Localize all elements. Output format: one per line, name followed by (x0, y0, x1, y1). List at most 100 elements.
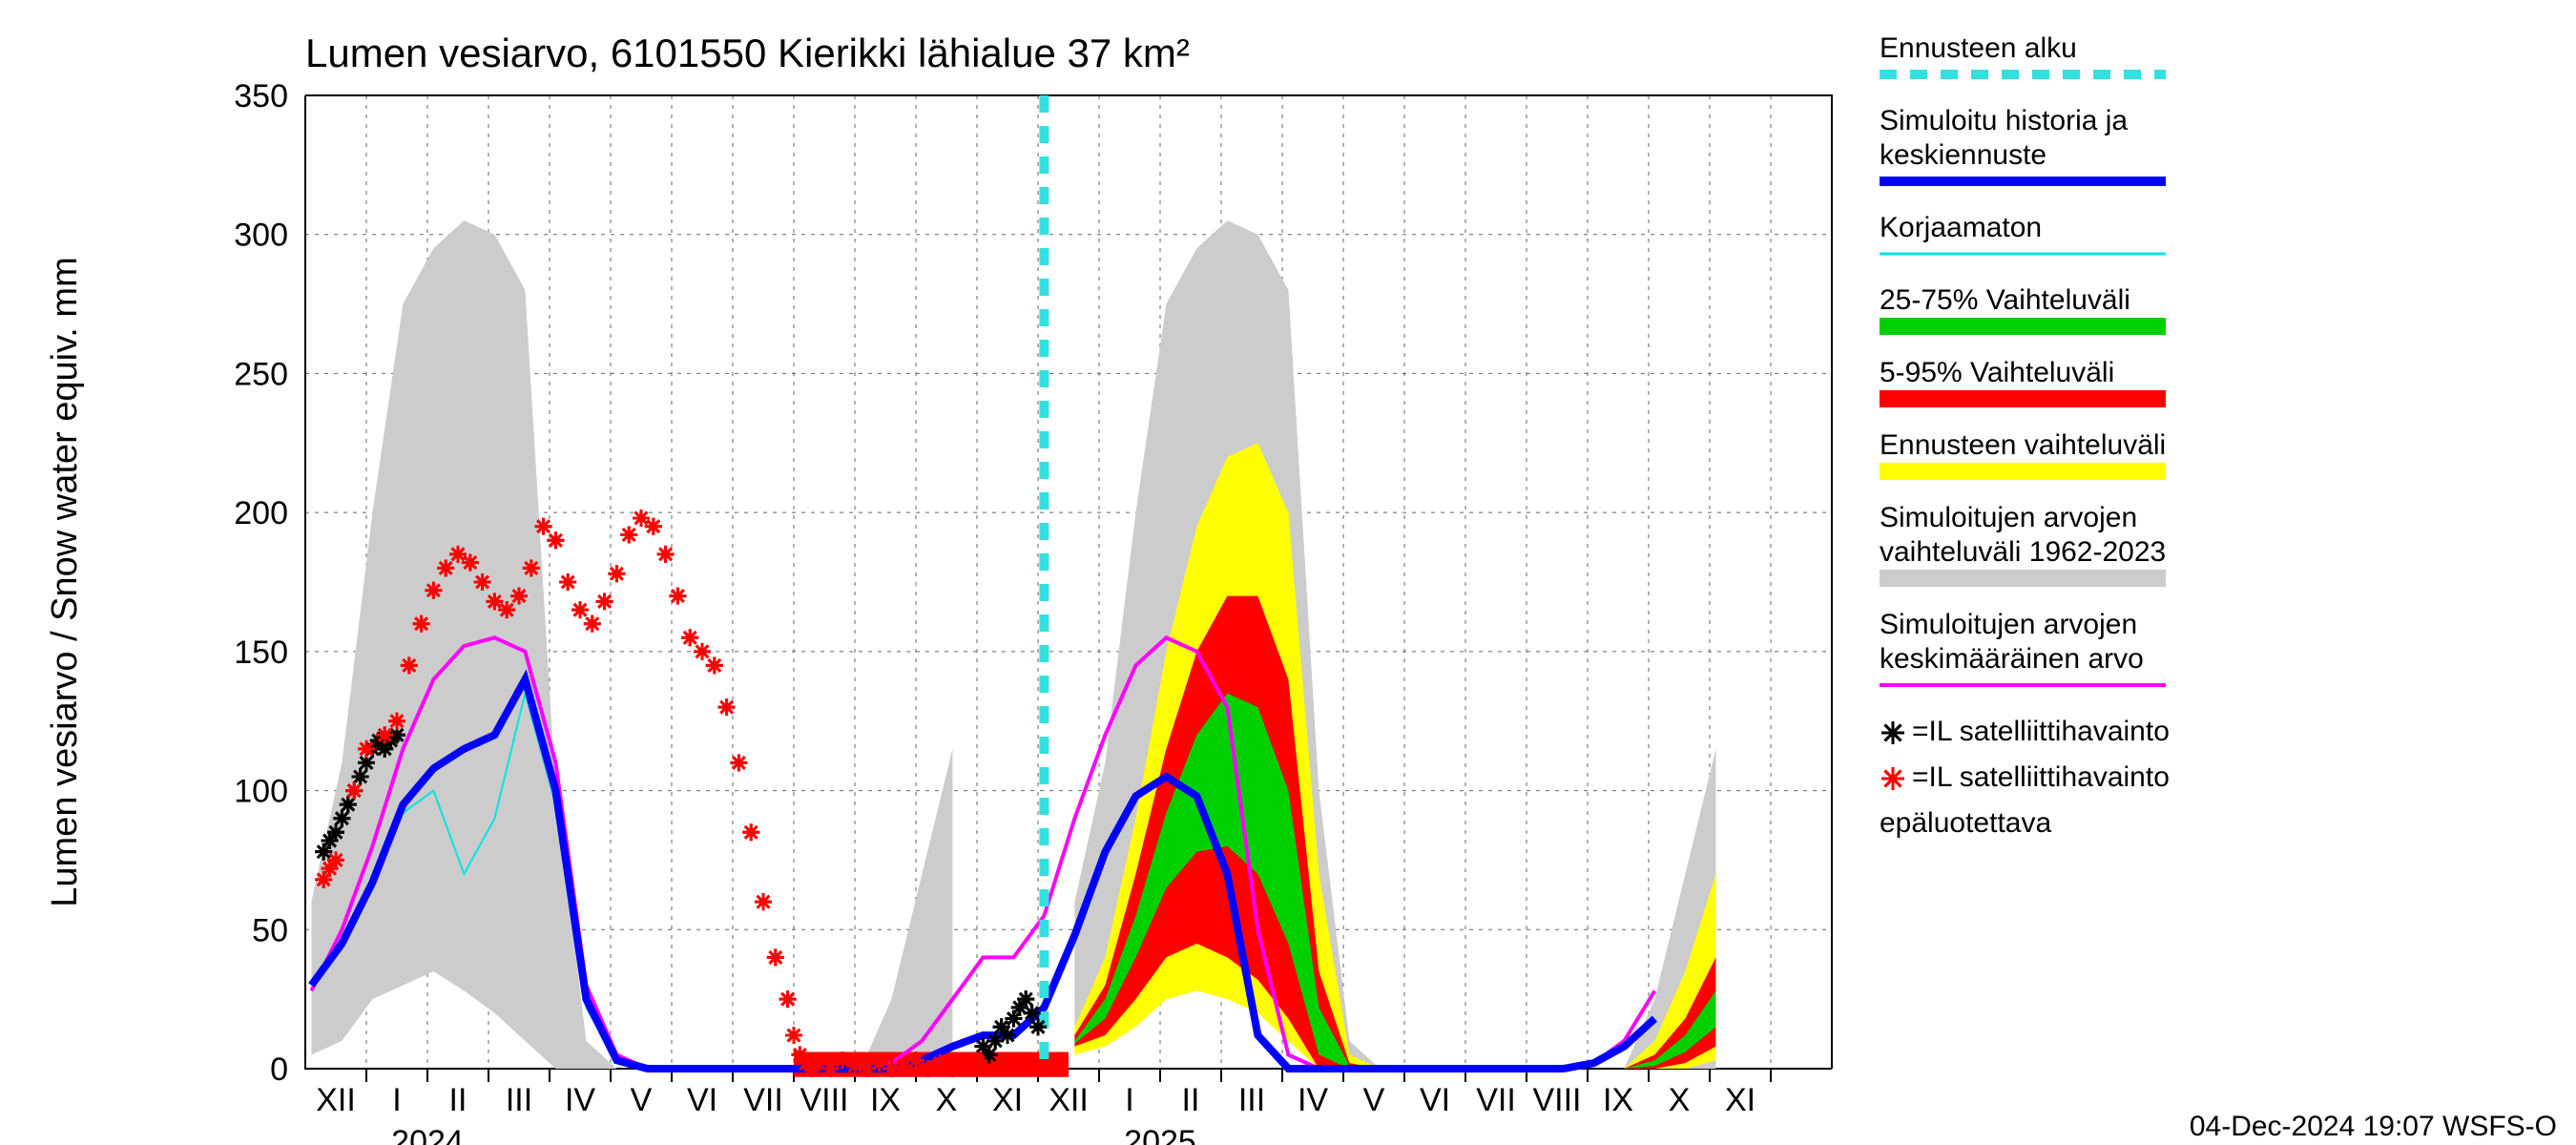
x-tick-label: I (392, 1082, 401, 1118)
legend-label: Simuloitu historia ja (1880, 105, 2128, 136)
satellite-obs-unreliable-marker (523, 559, 540, 576)
chart-title: Lumen vesiarvo, 6101550 Kierikki lähialu… (305, 31, 1190, 75)
x-tick-label: X (936, 1082, 958, 1118)
satellite-obs-unreliable-marker (907, 1051, 924, 1069)
x-tick-label: I (1125, 1082, 1133, 1118)
y-tick-label: 250 (234, 356, 288, 392)
satellite-obs-unreliable-marker (413, 615, 430, 633)
x-tick-label: XII (1049, 1082, 1089, 1118)
y-tick-label: 150 (234, 635, 288, 671)
satellite-obs-unreliable-marker (358, 740, 375, 758)
x-tick-label: II (1182, 1082, 1200, 1118)
legend-label: =IL satelliittihavainto (1912, 761, 2170, 793)
x-tick-label: XI (1725, 1082, 1755, 1118)
satellite-obs-unreliable-marker (449, 546, 467, 563)
satellite-obs-unreliable-marker (657, 546, 675, 563)
x-tick-label: X (1669, 1082, 1691, 1118)
satellite-obs-unreliable-marker (706, 656, 723, 674)
satellite-obs-unreliable-marker (968, 1051, 986, 1069)
x-tick-label: VI (1420, 1082, 1450, 1118)
y-tick-label: 100 (234, 774, 288, 810)
x-tick-label: VIII (1532, 1082, 1581, 1118)
satellite-obs-unreliable-marker (620, 526, 637, 543)
x-tick-label: XII (316, 1082, 356, 1118)
satellite-obs-unreliable-marker (883, 1060, 900, 1077)
satellite-obs-unreliable-marker (718, 698, 736, 716)
satellite-obs-unreliable-marker (846, 1057, 863, 1074)
satellite-obs-unreliable-marker (944, 1060, 961, 1077)
chart-svg: Lumen vesiarvo, 6101550 Kierikki lähialu… (0, 0, 2576, 1145)
x-tick-label: IV (1298, 1082, 1328, 1118)
x-tick-label: VI (687, 1082, 717, 1118)
satellite-obs-unreliable-marker (633, 510, 650, 527)
legend-marker (1881, 767, 1904, 790)
legend-marker (1881, 721, 1904, 744)
satellite-obs-marker (999, 1027, 1016, 1044)
footer-timestamp: 04-Dec-2024 19:07 WSFS-O (2190, 1111, 2557, 1142)
satellite-obs-unreliable-marker (327, 851, 344, 868)
x-tick-label: VIII (800, 1082, 848, 1118)
satellite-obs-unreliable-marker (779, 990, 797, 1008)
satellite-obs-unreliable-marker (596, 593, 613, 610)
legend-label: vaihteluväli 1962-2023 (1880, 536, 2166, 568)
satellite-obs-unreliable-marker (742, 823, 759, 841)
legend-label: Korjaamaton (1880, 212, 2042, 243)
satellite-obs-unreliable-marker (437, 559, 454, 576)
legend-label: keskiennuste (1880, 139, 2046, 171)
satellite-obs-unreliable-marker (571, 601, 589, 618)
legend-label: epäluotettava (1880, 807, 2051, 839)
x-tick-label: II (449, 1082, 467, 1118)
chart-container: Lumen vesiarvo, 6101550 Kierikki lähialu… (0, 0, 2576, 1145)
satellite-obs-unreliable-marker (767, 948, 784, 966)
satellite-obs-unreliable-marker (681, 629, 698, 646)
satellite-obs-marker (1029, 1018, 1047, 1035)
legend-label: Simuloitujen arvojen (1880, 609, 2137, 640)
satellite-obs-unreliable-marker (608, 565, 625, 582)
legend-label: Ennusteen vaihteluväli (1880, 429, 2166, 461)
y-tick-label: 200 (234, 495, 288, 531)
x-year-label: 2024 (391, 1124, 464, 1145)
y-tick-label: 0 (270, 1051, 288, 1088)
satellite-obs-unreliable-marker (425, 582, 442, 599)
x-tick-label: IX (1603, 1082, 1633, 1118)
satellite-obs-unreliable-marker (498, 601, 515, 618)
y-axis-label: Lumen vesiarvo / Snow water equiv. mm (45, 257, 85, 906)
y-tick-label: 350 (234, 78, 288, 114)
legend-label: Simuloitujen arvojen (1880, 502, 2137, 533)
satellite-obs-unreliable-marker (559, 573, 576, 591)
satellite-obs-unreliable-marker (376, 726, 393, 743)
satellite-obs-unreliable-marker (755, 893, 772, 910)
x-tick-label: IV (565, 1082, 595, 1118)
y-tick-label: 50 (252, 912, 288, 948)
satellite-obs-unreliable-marker (401, 656, 418, 674)
satellite-obs-unreliable-marker (474, 573, 491, 591)
x-tick-label: IX (870, 1082, 901, 1118)
satellite-obs-unreliable-marker (785, 1027, 802, 1044)
x-tick-label: VII (1476, 1082, 1516, 1118)
y-tick-label: 300 (234, 218, 288, 254)
legend-label: Ennusteen alku (1880, 32, 2077, 64)
x-tick-label: V (1363, 1082, 1385, 1118)
satellite-obs-unreliable-marker (645, 518, 662, 535)
satellite-obs-unreliable-marker (584, 615, 601, 633)
legend-label: =IL satelliittihavainto (1912, 716, 2170, 747)
satellite-obs-unreliable-marker (510, 588, 528, 605)
satellite-obs-unreliable-marker (669, 588, 686, 605)
satellite-obs-unreliable-marker (486, 593, 503, 610)
x-tick-label: III (506, 1082, 532, 1118)
satellite-obs-unreliable-marker (535, 518, 552, 535)
satellite-obs-unreliable-marker (694, 643, 711, 660)
x-tick-label: V (631, 1082, 653, 1118)
x-tick-label: III (1238, 1082, 1265, 1118)
satellite-obs-unreliable-marker (547, 531, 564, 549)
satellite-obs-unreliable-marker (730, 754, 747, 771)
legend-label: 25-75% Vaihteluväli (1880, 284, 2130, 316)
x-year-label: 2025 (1124, 1124, 1196, 1145)
legend-label: keskimääräinen arvo (1880, 643, 2144, 675)
x-tick-label: XI (992, 1082, 1023, 1118)
satellite-obs-unreliable-marker (388, 713, 405, 730)
x-tick-label: VII (743, 1082, 783, 1118)
satellite-obs-unreliable-marker (821, 1060, 839, 1077)
legend-label: 5-95% Vaihteluväli (1880, 357, 2114, 388)
satellite-obs-unreliable-marker (462, 554, 479, 572)
